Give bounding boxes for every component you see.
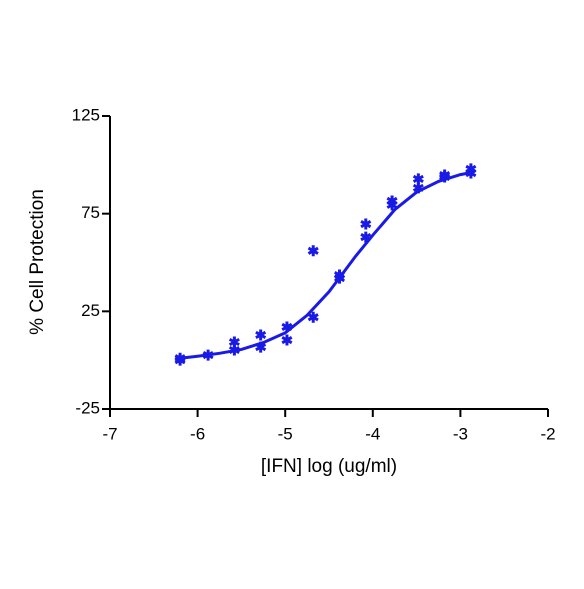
data-point xyxy=(360,218,372,230)
y-tick-label: 125 xyxy=(72,105,100,124)
x-tick-label: -4 xyxy=(365,424,380,443)
x-tick-label: -3 xyxy=(453,424,468,443)
data-point xyxy=(307,311,319,323)
y-tick-label: 75 xyxy=(81,203,100,222)
x-axis-label: [IFN] log (ug/ml) xyxy=(261,456,397,477)
x-tick-label: -7 xyxy=(102,424,117,443)
data-point xyxy=(255,329,267,341)
y-tick-label: 25 xyxy=(81,301,100,320)
fit-curve xyxy=(179,171,472,360)
x-tick-label: -2 xyxy=(540,424,555,443)
data-point xyxy=(307,245,319,257)
data-point xyxy=(281,334,293,346)
y-axis-label: % Cell Protection xyxy=(27,189,48,335)
x-tick-label: -5 xyxy=(278,424,293,443)
x-tick-label: -6 xyxy=(190,424,205,443)
y-tick-label: -25 xyxy=(75,398,100,417)
data-point xyxy=(386,199,398,211)
